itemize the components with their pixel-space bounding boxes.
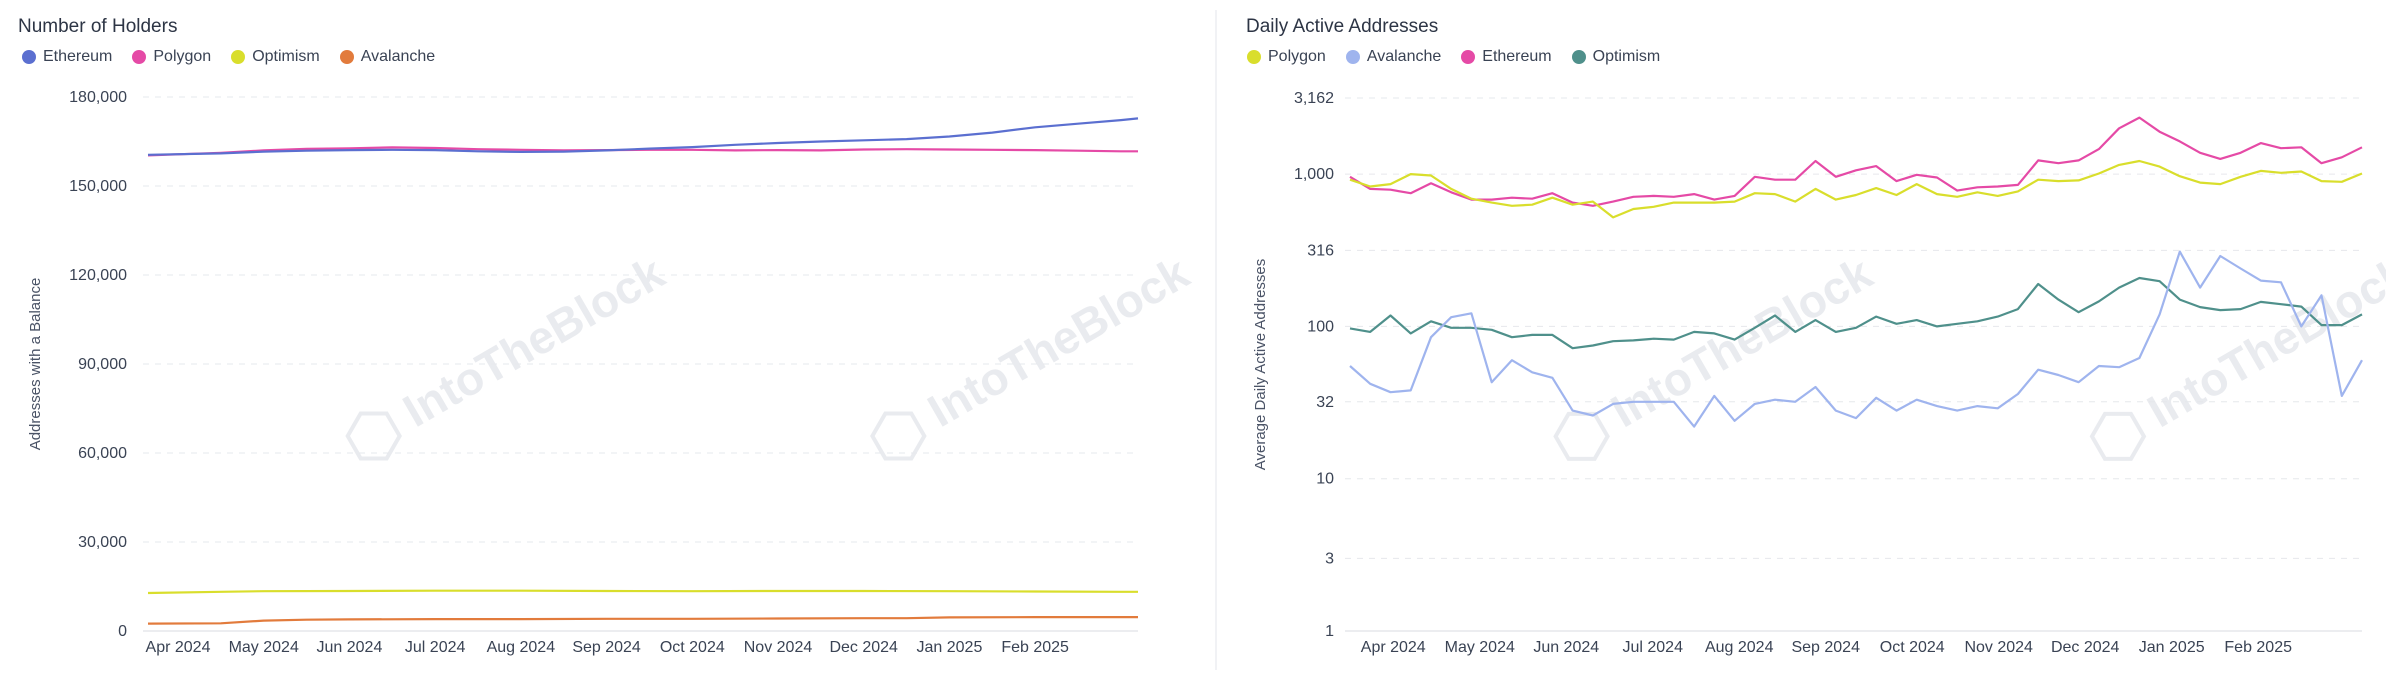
x-tick-label: Sep 2024 — [1791, 639, 1860, 656]
x-tick-label: Jul 2024 — [1622, 639, 1683, 656]
legend-label: Polygon — [153, 48, 212, 65]
x-tick-label: Feb 2025 — [2224, 639, 2292, 656]
series-line-polygon[interactable] — [147, 146, 1138, 157]
legend-item-ethereum[interactable]: Ethereum — [22, 48, 112, 66]
legend-item-avalanche[interactable]: Avalanche — [339, 48, 436, 66]
legend-swatch-ethereum — [1461, 50, 1476, 64]
series-line-ethereum[interactable] — [1349, 116, 2363, 207]
legend-label: Polygon — [1268, 48, 1326, 65]
x-tick-label: Feb 2025 — [1001, 639, 1069, 656]
x-tick-label: Jan 2025 — [917, 639, 983, 656]
watermark: IntoTheBlock — [345, 246, 673, 461]
y-tick-label: 180,000 — [69, 89, 127, 106]
legend-item-avalanche[interactable]: Avalanche — [1345, 48, 1442, 66]
x-tick-label: Jun 2024 — [317, 639, 383, 656]
x-tick-label: May 2024 — [229, 639, 299, 656]
grid-lines — [1345, 97, 2362, 559]
x-tick-label: Nov 2024 — [744, 639, 813, 656]
series-line-optimism[interactable] — [1349, 276, 2363, 350]
y-tick-label: 60,000 — [78, 445, 127, 462]
legend-item-polygon[interactable]: Polygon — [1247, 48, 1326, 66]
chart-legend: Polygon Avalanche Ethereum Optimism — [1247, 48, 1660, 66]
legend-item-optimism[interactable]: Optimism — [231, 48, 320, 66]
y-tick-label: 150,000 — [69, 178, 127, 195]
x-tick-label: Oct 2024 — [1880, 639, 1945, 656]
x-tick-label: Aug 2024 — [487, 639, 556, 656]
legend-label: Ethereum — [1482, 48, 1552, 65]
x-tick-label: Nov 2024 — [1964, 639, 2033, 656]
series-group — [147, 117, 1139, 625]
legend-swatch-ethereum — [22, 50, 36, 64]
watermark: IntoTheBlock — [2089, 246, 2386, 461]
legend-label: Avalanche — [360, 48, 436, 65]
holders-panel: Number of Holders Ethereum Polygon Optim… — [18, 16, 1198, 656]
x-tick-label: Jun 2024 — [1533, 639, 1599, 656]
legend-swatch-avalanche — [1345, 50, 1360, 64]
legend-swatch-optimism — [1571, 50, 1586, 64]
y-tick-label: 120,000 — [69, 267, 127, 284]
x-tick-label: Dec 2024 — [829, 639, 898, 656]
x-tick-label: Apr 2024 — [146, 639, 211, 656]
series-line-avalanche[interactable] — [1349, 250, 2363, 428]
legend-label: Ethereum — [43, 48, 113, 65]
x-tick-label: Jan 2025 — [2139, 639, 2205, 656]
watermark-text: IntoTheBlock — [2139, 246, 2386, 437]
watermark: IntoTheBlock — [870, 246, 1198, 461]
legend-label: Avalanche — [1366, 48, 1442, 65]
watermark-logo — [345, 411, 402, 461]
y-axis-title: Addresses with a Balance — [27, 278, 44, 451]
chart-legend: Ethereum Polygon Optimism Avalanche — [22, 48, 435, 66]
y-tick-label: 1,000 — [1294, 166, 1334, 183]
watermark-text: IntoTheBlock — [1602, 246, 1881, 437]
legend-item-polygon[interactable]: Polygon — [132, 48, 211, 66]
y-tick-label: 316 — [1307, 242, 1334, 259]
legend-label: Optimism — [1592, 48, 1661, 65]
chart-title: Number of Holders — [18, 16, 178, 37]
y-tick-label: 3 — [1325, 550, 1334, 567]
x-tick-label: Dec 2024 — [2051, 639, 2120, 656]
legend-item-ethereum[interactable]: Ethereum — [1461, 48, 1552, 66]
legend-swatch-polygon — [1247, 50, 1261, 64]
panel-divider — [1215, 10, 1217, 670]
y-tick-label: 90,000 — [78, 356, 127, 373]
legend-swatch-polygon — [132, 50, 147, 64]
x-tick-label: Sep 2024 — [572, 639, 641, 656]
y-tick-label: 100 — [1307, 318, 1334, 335]
x-tick-label: Oct 2024 — [660, 639, 725, 656]
x-tick-label: May 2024 — [1445, 639, 1515, 656]
legend-swatch-avalanche — [339, 50, 354, 64]
x-tick-label: Jul 2024 — [405, 639, 466, 656]
grid-lines — [143, 96, 1138, 543]
y-axis-title: Average Daily Active Addresses — [1252, 259, 1269, 471]
watermark-logo — [2089, 411, 2147, 461]
y-tick-label: 0 — [118, 623, 127, 640]
watermark-text: IntoTheBlock — [394, 246, 673, 437]
y-tick-label: 1 — [1325, 623, 1334, 640]
series-group — [1349, 116, 2363, 428]
legend-swatch-optimism — [231, 50, 246, 64]
watermark-text: IntoTheBlock — [919, 246, 1198, 437]
watermark: IntoTheBlock — [1553, 246, 1881, 461]
series-line-avalanche[interactable] — [147, 616, 1138, 625]
legend-item-optimism[interactable]: Optimism — [1571, 48, 1661, 66]
chart-title: Daily Active Addresses — [1246, 16, 1439, 37]
y-tick-label: 32 — [1316, 394, 1334, 411]
y-tick-label: 3,162 — [1294, 90, 1334, 107]
series-line-ethereum[interactable] — [147, 117, 1139, 156]
watermark-logo — [870, 411, 927, 461]
x-tick-label: Aug 2024 — [1705, 639, 1774, 656]
y-tick-label: 10 — [1316, 471, 1334, 488]
holders-chart: IntoTheBlock IntoTheBlock 0 30,000 60,000 90,… — [27, 89, 1198, 656]
x-tick-label: Apr 2024 — [1361, 639, 1426, 656]
series-line-optimism[interactable] — [147, 589, 1138, 595]
series-line-polygon[interactable] — [1349, 159, 2363, 219]
active-addresses-chart: IntoTheBlock IntoTheBlock 1 3 10 32 100 316 1,00… — [1252, 90, 2386, 656]
y-tick-label: 30,000 — [78, 534, 127, 551]
legend-label: Optimism — [252, 48, 320, 65]
active-addresses-panel: Daily Active Addresses Polygon Avalanche… — [1217, 0, 2386, 682]
